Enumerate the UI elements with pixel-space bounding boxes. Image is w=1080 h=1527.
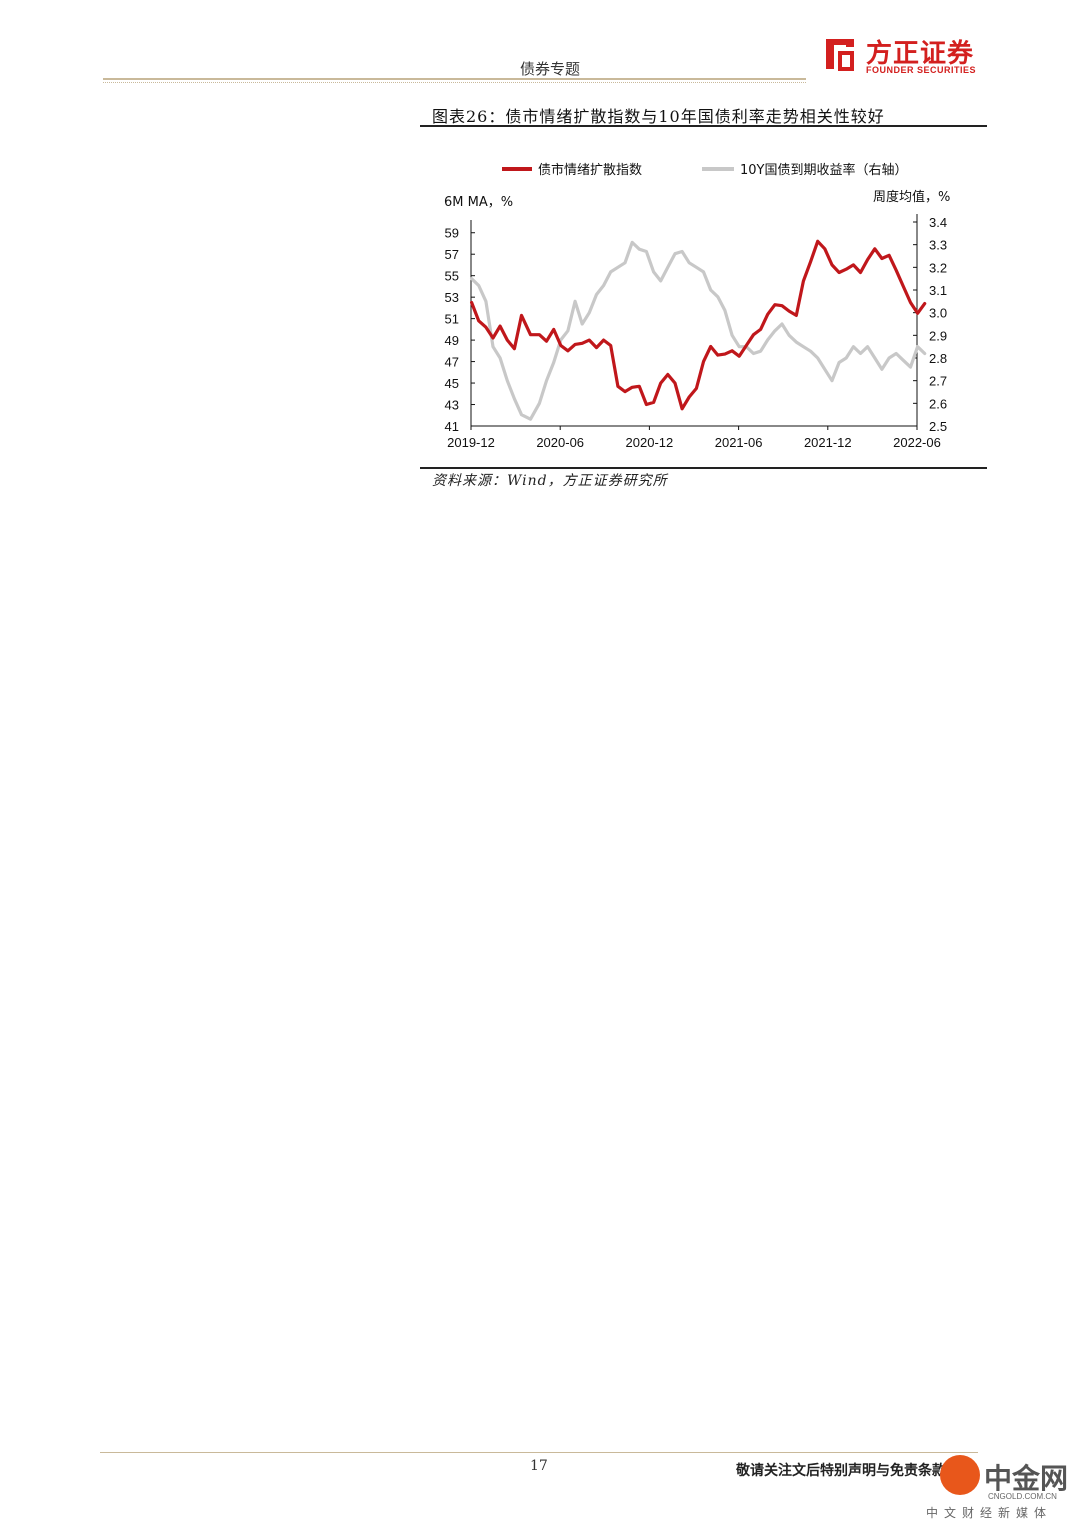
founder-logo-icon [826, 39, 854, 71]
left-tick-label: 41 [445, 419, 459, 434]
cngold-watermark: 中金网 CNGOLD.COM.CN 中文财经新媒体 [912, 1455, 1077, 1523]
page-number: 17 [530, 1458, 548, 1474]
logo-chinese-name: 方正证券 [866, 39, 975, 69]
logo-english-name: FOUNDER SECURITIES [866, 65, 977, 75]
right-tick-label: 3.3 [929, 238, 947, 253]
left-tick-label: 49 [445, 333, 459, 348]
x-tick-label: 2019-12 [447, 435, 495, 450]
watermark-domain: CNGOLD.COM.CN [988, 1492, 1057, 1501]
x-tick-label: 2020-12 [626, 435, 674, 450]
series-line-yield [469, 240, 927, 421]
header-rule [103, 78, 806, 80]
chart-axes: 41 43 45 47 49 51 53 55 57 59 2.5 2.6 2.7 2.8 2.9 3.0 3.… [445, 214, 947, 450]
left-tick-label: 57 [445, 247, 459, 262]
left-tick-label: 45 [445, 376, 459, 391]
x-tick-label: 2021-06 [715, 435, 763, 450]
chart-series [469, 239, 927, 421]
left-tick-label: 47 [445, 355, 459, 370]
watermark-tagline: 中文财经新媒体 [926, 1506, 1053, 1520]
cngold-logo-icon [940, 1455, 980, 1495]
x-tick-label: 2020-06 [536, 435, 584, 450]
figure-source-note: 资料来源：Wind，方正证券研究所 [432, 473, 668, 489]
x-tick-label: 2021-12 [804, 435, 852, 450]
right-tick-label: 3.0 [929, 306, 947, 321]
right-tick-label: 3.1 [929, 283, 947, 298]
founder-logo: 方正证券 FOUNDER SECURITIES [820, 33, 990, 78]
watermark-chinese-name: 中金网 [984, 1462, 1069, 1495]
figure-title: 图表26：债市情绪扩散指数与10年国债利率走势相关性较好 [432, 107, 885, 126]
right-tick-label: 2.5 [929, 419, 947, 434]
line-chart: 债市情绪扩散指数 10Y国债到期收益率（右轴） 6M MA，% 周度均值，% 4… [444, 162, 950, 450]
right-tick-label: 3.4 [929, 215, 947, 230]
left-tick-label: 59 [445, 226, 459, 241]
disclaimer-note: 敬请关注文后特别声明与免责条款 [736, 1463, 946, 1479]
chart-legend: 债市情绪扩散指数 10Y国债到期收益率（右轴） [502, 162, 907, 178]
report-section-title: 债券专题 [520, 60, 581, 78]
left-tick-label: 43 [445, 398, 459, 413]
right-tick-label: 2.9 [929, 328, 947, 343]
series-line-sentiment [469, 239, 927, 411]
legend-label-yield: 10Y国债到期收益率（右轴） [740, 162, 907, 178]
right-axis-unit-label: 周度均值，% [873, 189, 950, 205]
legend-label-sentiment: 债市情绪扩散指数 [538, 162, 642, 178]
left-tick-label: 53 [445, 290, 459, 305]
figure-top-rule [420, 125, 987, 127]
footer-rule [100, 1452, 978, 1453]
left-tick-label: 51 [445, 312, 459, 327]
x-tick-label: 2022-06 [893, 435, 941, 450]
header-rule-dotted [103, 82, 806, 83]
right-tick-label: 2.8 [929, 351, 947, 366]
right-tick-label: 3.2 [929, 260, 947, 275]
left-tick-label: 55 [445, 269, 459, 284]
figure-bottom-rule [420, 467, 987, 469]
right-tick-label: 2.7 [929, 374, 947, 389]
right-tick-label: 2.6 [929, 396, 947, 411]
left-axis-unit-label: 6M MA，% [444, 195, 513, 210]
